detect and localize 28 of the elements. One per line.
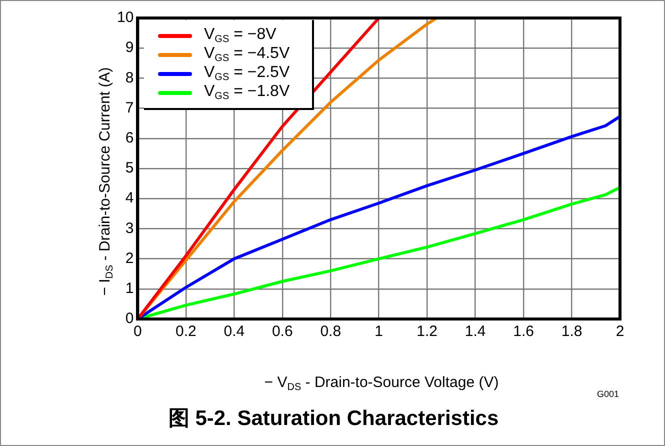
x-tick-label: 1.8 <box>561 323 582 340</box>
y-tick-label: 0 <box>125 310 134 328</box>
legend-label: V$_{GS}$ = −8V <box>204 26 276 45</box>
x-tick-label: 2 <box>616 323 624 340</box>
y-tick-label: 2 <box>125 250 134 267</box>
x-tick-label: 1 <box>374 323 384 340</box>
x-tick-label: 0.2 <box>175 323 196 340</box>
x-axis-title: − V$_{DS}$ - Drain-to-Source Voltage (V) <box>264 374 499 393</box>
y-tick-label: 1 <box>125 280 134 298</box>
y-tick-label: 7 <box>125 99 134 116</box>
text: 图 5-2. Saturation Characteristics <box>167 406 500 432</box>
x-tick-label: 1.6 <box>513 323 534 340</box>
legend-label: V$_{GS}$ = −4.5V <box>204 45 290 64</box>
x-tick-label: 1.4 <box>464 323 486 340</box>
y-tick-label: 5 <box>125 160 134 177</box>
legend-label: V$_{GS}$ = −1.8V <box>204 83 290 102</box>
y-tick-label: 8 <box>125 69 134 86</box>
y-tick-label: 3 <box>125 220 134 237</box>
legend-label: V$_{GS}$ = −2.5V <box>204 64 290 83</box>
x-tick-label: 0.6 <box>272 323 293 340</box>
x-tick-label: 1.2 <box>416 323 438 340</box>
x-tick-label: 0.8 <box>320 323 342 340</box>
x-tick-label: 0.4 <box>224 323 245 340</box>
y-tick-label: 6 <box>125 130 134 147</box>
text: G001 <box>597 389 620 399</box>
y-tick-label: 10 <box>116 9 134 26</box>
y-tick-label: 4 <box>125 190 134 207</box>
y-tick-label: 9 <box>125 39 134 56</box>
